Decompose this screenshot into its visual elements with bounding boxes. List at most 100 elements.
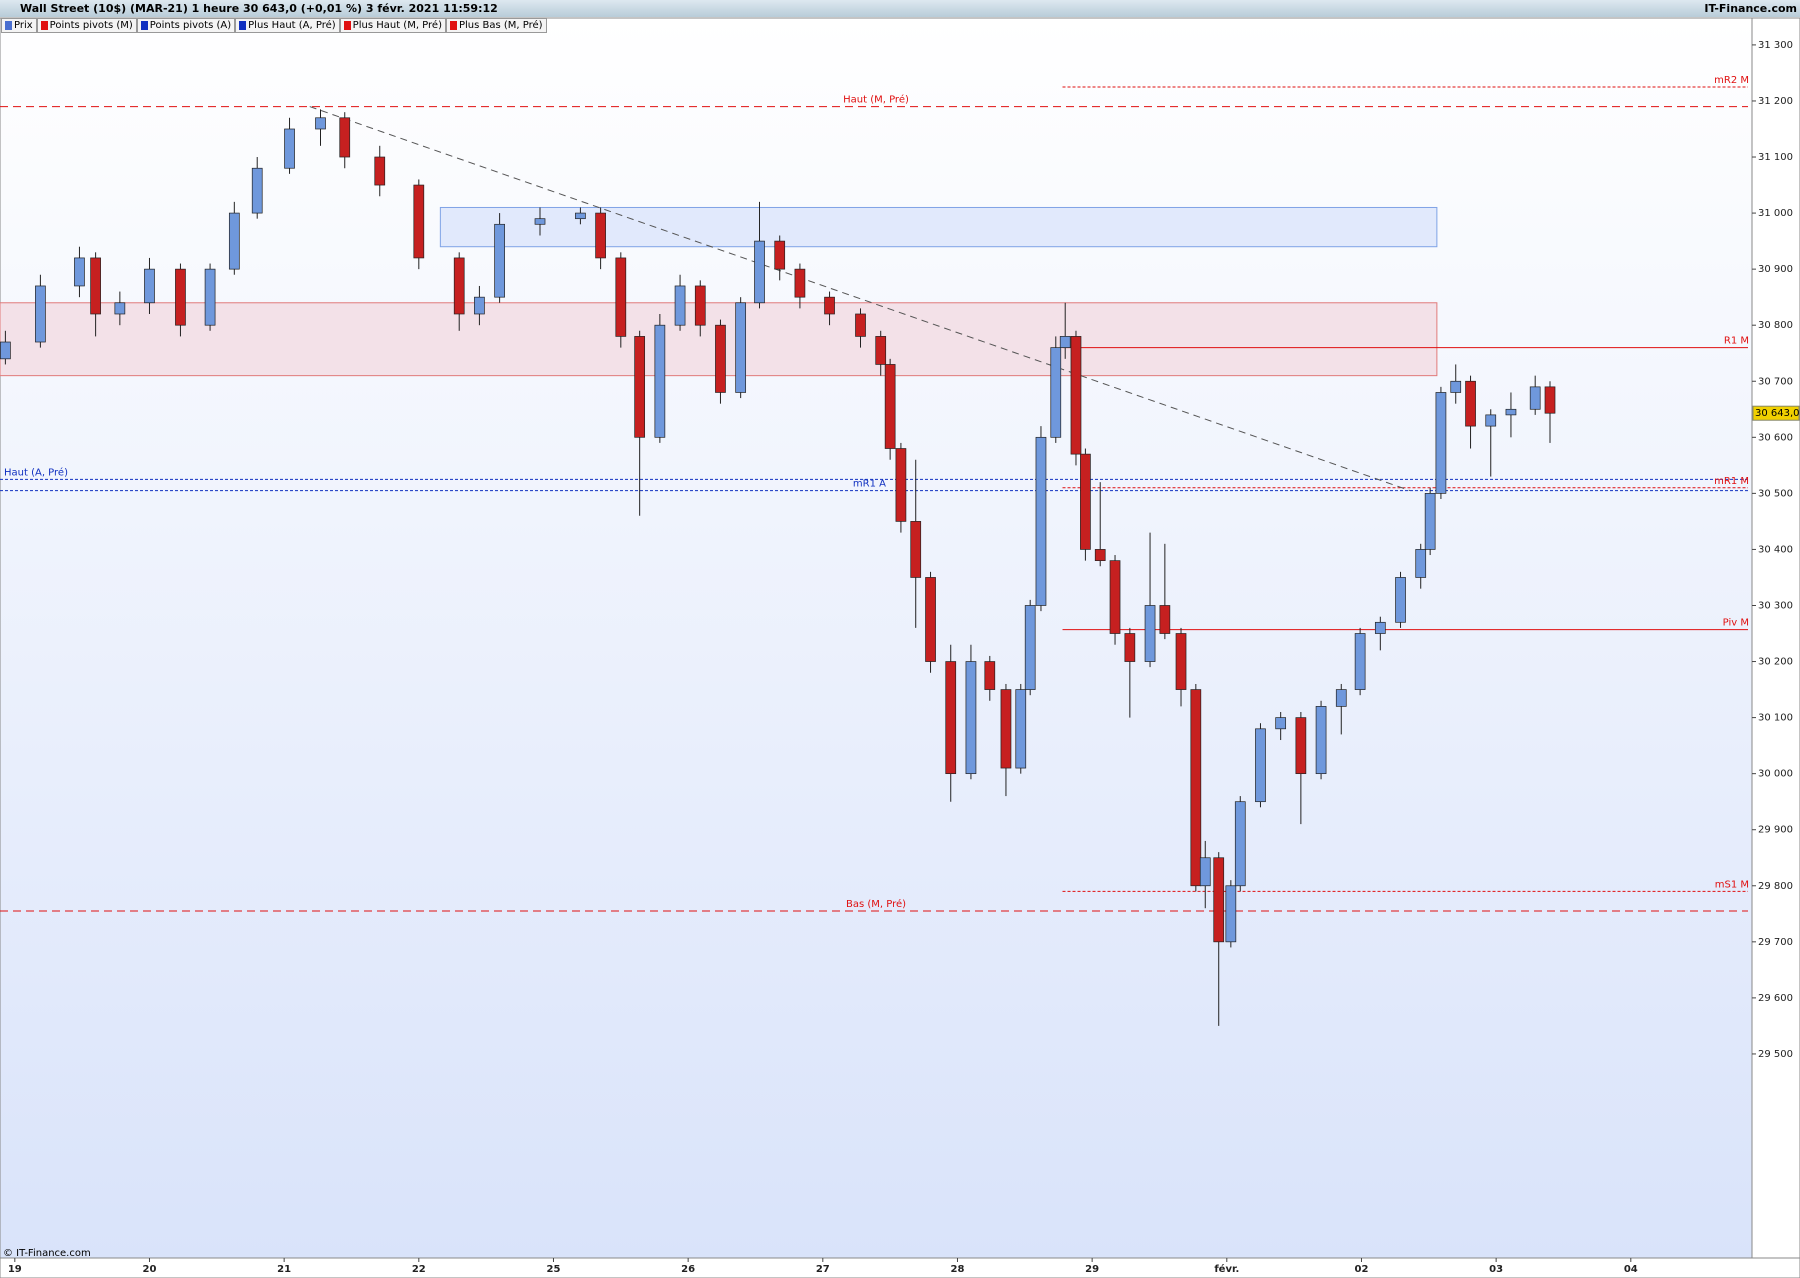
- y-tick-label: 30 000: [1758, 769, 1793, 780]
- candle-body: [374, 156, 386, 186]
- y-tick-label: 30 100: [1758, 713, 1793, 724]
- legend-item[interactable]: Plus Haut (M, Pré): [339, 18, 446, 33]
- candle-body: [114, 302, 126, 315]
- legend-swatch: [239, 21, 247, 30]
- x-axis: [0, 1257, 1800, 1278]
- legend-swatch: [40, 21, 48, 30]
- candle-body: [615, 257, 627, 337]
- candle-body: [339, 117, 351, 158]
- candle-body: [910, 521, 922, 578]
- legend-label: Prix: [14, 20, 33, 31]
- legend-label: Points pivots (M): [49, 20, 133, 31]
- candle-body: [1424, 493, 1436, 550]
- candle-body: [895, 448, 907, 522]
- candle-body: [945, 661, 957, 775]
- x-tick-label: 20: [143, 1264, 157, 1275]
- legend-item[interactable]: Plus Bas (M, Pré): [445, 18, 547, 33]
- candle-body: [654, 324, 666, 438]
- candle-body: [774, 240, 786, 270]
- y-tick-label: 30 500: [1758, 488, 1793, 499]
- candle-body: [735, 302, 747, 393]
- level-label: mS1 M: [1715, 879, 1749, 890]
- candle-body: [1159, 605, 1171, 634]
- candle-body: [824, 296, 835, 315]
- legend-swatch: [343, 21, 351, 30]
- candle-body: [413, 184, 425, 259]
- candle-body: [284, 128, 295, 169]
- candle-body: [1050, 347, 1062, 438]
- legend-item[interactable]: Points pivots (M): [36, 18, 137, 33]
- candle-body: [1059, 336, 1071, 348]
- candle-body: [1199, 857, 1211, 887]
- candle-body: [694, 285, 706, 326]
- candle-body: [1070, 336, 1082, 455]
- legend-swatch: [5, 21, 12, 30]
- candle-body: [1080, 453, 1091, 550]
- legend: Prix Points pivots (M) Points pivots (A) Pl…: [1, 18, 547, 33]
- candle-body: [1354, 633, 1366, 690]
- plot-area: [0, 17, 1753, 1259]
- candle-body: [35, 285, 46, 343]
- legend-item[interactable]: Prix: [1, 18, 37, 33]
- candle-body: [315, 117, 326, 130]
- y-tick-label: 29 700: [1758, 937, 1793, 948]
- candle-body: [1255, 728, 1266, 803]
- y-tick-label: 31 200: [1758, 96, 1793, 107]
- candle-body: [1094, 549, 1106, 561]
- legend-swatch: [449, 21, 457, 30]
- y-tick-label: 31 000: [1758, 208, 1793, 219]
- candle-body: [1190, 689, 1202, 887]
- candle-body: [875, 336, 887, 365]
- candle-body: [1450, 380, 1462, 393]
- candle-body: [634, 336, 646, 438]
- y-tick-label: 30 900: [1758, 264, 1793, 275]
- candle-body: [1144, 605, 1156, 662]
- candle-body: [1485, 414, 1497, 427]
- candle-body: [1225, 885, 1237, 943]
- y-tick-label: 30 800: [1758, 320, 1793, 331]
- legend-swatch: [140, 21, 148, 30]
- x-tick-label: févr.: [1214, 1263, 1239, 1275]
- candle-body: [754, 240, 765, 304]
- level-label: R1 M: [1724, 336, 1749, 347]
- legend-item[interactable]: Points pivots (A): [136, 18, 236, 33]
- legend-item[interactable]: Plus Haut (A, Pré): [235, 18, 340, 33]
- x-tick-label: 26: [681, 1264, 695, 1275]
- level-label: mR1 A: [853, 479, 886, 490]
- y-tick-label: 29 800: [1758, 881, 1793, 892]
- y-tick-label: 29 600: [1758, 993, 1793, 1004]
- x-tick-label: 29: [1085, 1264, 1099, 1275]
- y-tick-label: 30 700: [1758, 376, 1793, 387]
- legend-label: Plus Bas (M, Pré): [458, 20, 543, 31]
- y-tick-label: 29 900: [1758, 825, 1793, 836]
- x-tick-label: 22: [412, 1264, 426, 1275]
- candle-body: [1505, 408, 1517, 416]
- candle-body: [74, 257, 85, 287]
- y-tick-label: 30 400: [1758, 544, 1793, 555]
- candle-body: [1124, 633, 1136, 662]
- legend-label: Plus Haut (A, Pré): [248, 20, 336, 31]
- candle-body: [1544, 386, 1556, 414]
- candle-body: [204, 268, 216, 326]
- x-tick-label: 25: [547, 1264, 561, 1275]
- footer: © IT-Finance.com: [3, 1248, 91, 1259]
- y-tick-label: 30 200: [1758, 657, 1793, 668]
- candle-body: [453, 257, 465, 315]
- level-label: Haut (M, Pré): [843, 94, 909, 106]
- candle-body: [534, 218, 546, 225]
- candle-body: [1415, 549, 1427, 578]
- candle-body: [965, 661, 977, 775]
- candle-body: [1000, 689, 1012, 769]
- x-tick-label: 03: [1489, 1264, 1503, 1275]
- level-label: mR2 M: [1714, 75, 1749, 86]
- x-tick-label: 21: [277, 1264, 291, 1275]
- candle-body: [575, 212, 586, 220]
- candle-body: [1213, 857, 1225, 943]
- candle-body: [595, 212, 606, 259]
- level-label: mR1 M: [1714, 476, 1749, 487]
- candle-body: [494, 223, 505, 298]
- y-tick-label: 29 500: [1758, 1049, 1793, 1060]
- candle-body: [1275, 717, 1287, 730]
- candle-body: [228, 212, 240, 270]
